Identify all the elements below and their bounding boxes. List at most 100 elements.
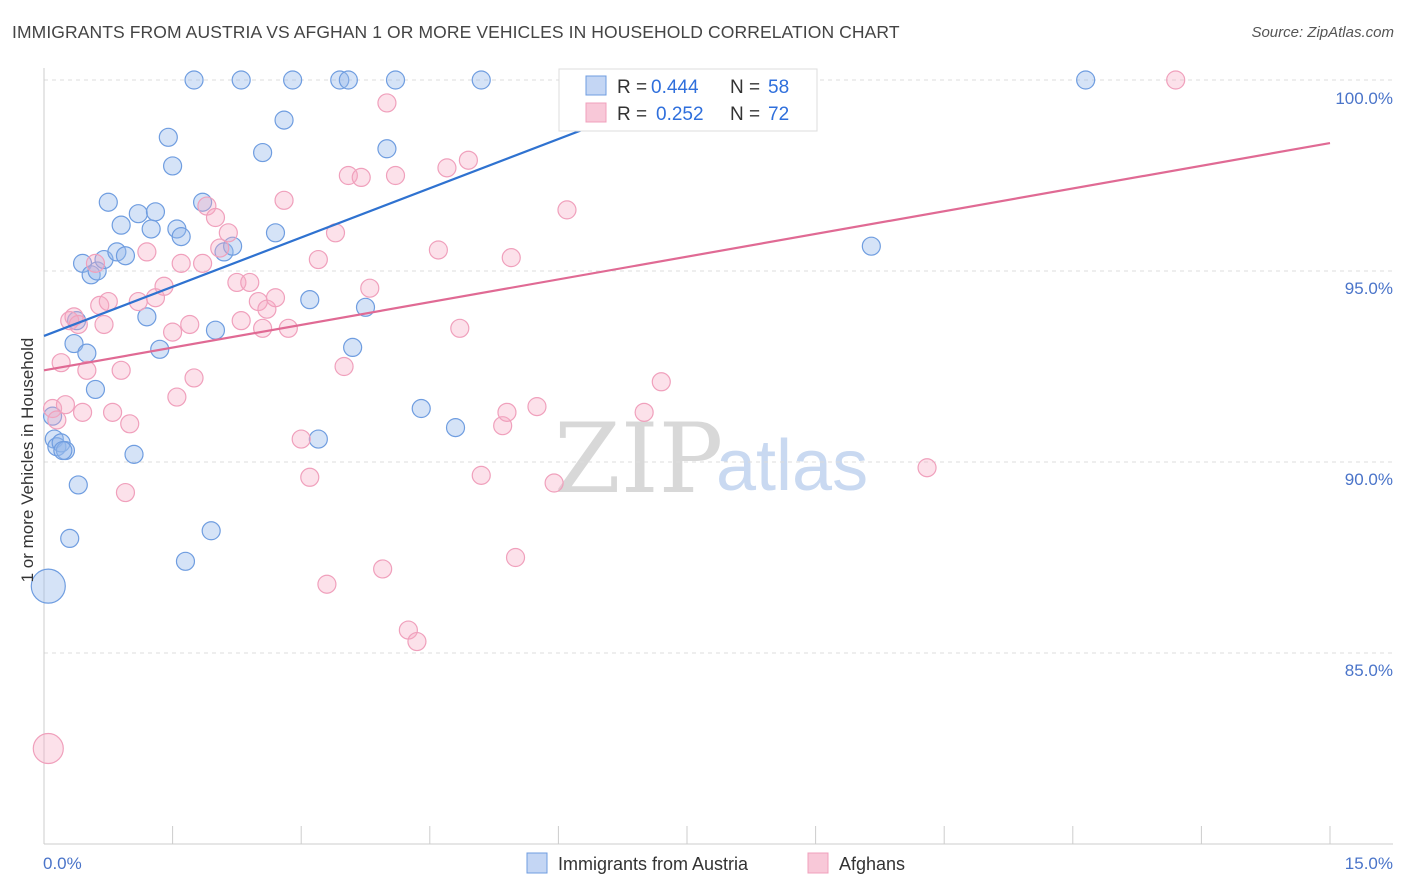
data-point	[115, 482, 136, 503]
data-point	[557, 200, 577, 220]
watermark-zip: ZIP	[554, 403, 723, 515]
data-point	[300, 290, 320, 310]
data-point	[184, 70, 204, 90]
data-point	[373, 559, 393, 579]
data-point	[77, 343, 97, 363]
data-point	[64, 333, 84, 354]
data-point	[360, 278, 380, 298]
data-point	[501, 248, 521, 268]
data-point	[437, 158, 457, 178]
data-point	[497, 402, 517, 422]
data-point	[445, 418, 466, 438]
data-point	[411, 398, 431, 419]
bottom-legend: Immigrants from Austria Afghans	[526, 852, 905, 874]
data-point	[265, 223, 286, 243]
data-point	[111, 215, 131, 235]
data-point	[42, 398, 63, 419]
data-point	[253, 318, 273, 338]
data-point	[94, 314, 114, 335]
data-point	[53, 440, 73, 461]
legend-swatch-blue	[585, 75, 607, 96]
chart-source: Source: ZipAtlas.com	[1251, 24, 1394, 41]
data-point	[77, 360, 97, 380]
data-point	[527, 397, 547, 417]
data-point	[184, 368, 204, 388]
data-point	[231, 311, 251, 331]
data-point	[343, 337, 363, 357]
series-austria-points	[30, 70, 1096, 604]
data-point	[102, 402, 123, 422]
data-point	[240, 272, 260, 293]
y-tick-label: 100.0%	[1335, 89, 1393, 108]
legend-n-label: N =	[730, 77, 760, 98]
data-point	[861, 236, 881, 256]
data-point	[253, 142, 273, 163]
data-point	[471, 70, 491, 90]
data-point	[544, 473, 564, 493]
legend-n-value: 58	[768, 77, 789, 98]
data-point	[471, 465, 491, 485]
bottom-legend-label: Afghans	[839, 854, 905, 874]
data-point	[111, 360, 131, 380]
data-point	[505, 547, 526, 568]
legend: R = 0.444 N = 58 R = 0.252 N = 72	[558, 68, 818, 132]
data-point	[218, 223, 238, 243]
data-point	[137, 242, 157, 262]
data-point	[158, 127, 178, 147]
legend-r-value: 0.444	[651, 77, 699, 98]
data-point	[163, 322, 183, 342]
data-point	[87, 261, 107, 281]
data-point	[334, 356, 354, 377]
data-point	[265, 288, 286, 308]
grid-lines	[44, 79, 1393, 654]
data-point	[351, 167, 371, 188]
data-point	[308, 249, 328, 270]
legend-r-label: R =	[617, 77, 647, 98]
data-point	[171, 227, 191, 247]
axes	[43, 68, 1393, 845]
x-tick-label: 15.0%	[1345, 854, 1393, 873]
data-point	[377, 93, 397, 113]
data-point	[68, 475, 88, 495]
data-point	[180, 314, 200, 335]
data-point	[210, 238, 230, 258]
bottom-legend-label: Immigrants from Austria	[558, 854, 749, 874]
data-point	[377, 139, 397, 159]
data-point	[98, 192, 118, 212]
data-point	[175, 551, 196, 571]
data-point	[338, 70, 358, 90]
trend-line	[43, 141, 1331, 372]
chart-title: IMMIGRANTS FROM AUSTRIA VS AFGHAN 1 OR M…	[12, 22, 900, 42]
legend-r-value: 0.252	[656, 104, 704, 125]
data-point	[1166, 70, 1186, 90]
data-point	[145, 202, 166, 222]
data-point	[124, 444, 144, 464]
data-point	[120, 414, 140, 434]
data-point	[651, 372, 671, 392]
y-tick-label: 85.0%	[1345, 661, 1393, 680]
data-point	[300, 467, 320, 487]
data-point	[385, 165, 406, 186]
data-point	[1076, 70, 1096, 90]
data-point	[115, 246, 136, 266]
bottom-legend-swatch-pink	[807, 852, 829, 874]
y-tick-label: 90.0%	[1345, 470, 1393, 489]
data-point	[167, 387, 187, 407]
data-point	[231, 70, 251, 90]
legend-n-label: N =	[730, 104, 760, 125]
y-axis-label: 1 or more Vehicles in Household	[18, 338, 37, 583]
data-point	[317, 574, 337, 594]
legend-swatch-pink	[585, 102, 607, 123]
legend-r-label: R =	[617, 104, 647, 125]
data-point	[274, 190, 294, 210]
data-point	[634, 402, 654, 422]
data-point	[137, 307, 157, 327]
data-point	[308, 429, 328, 449]
series-afghans-points	[32, 70, 1186, 765]
bottom-legend-swatch-blue	[526, 852, 548, 874]
data-point	[283, 70, 303, 90]
data-point	[30, 568, 66, 604]
data-point	[32, 732, 64, 765]
data-point	[193, 253, 213, 273]
